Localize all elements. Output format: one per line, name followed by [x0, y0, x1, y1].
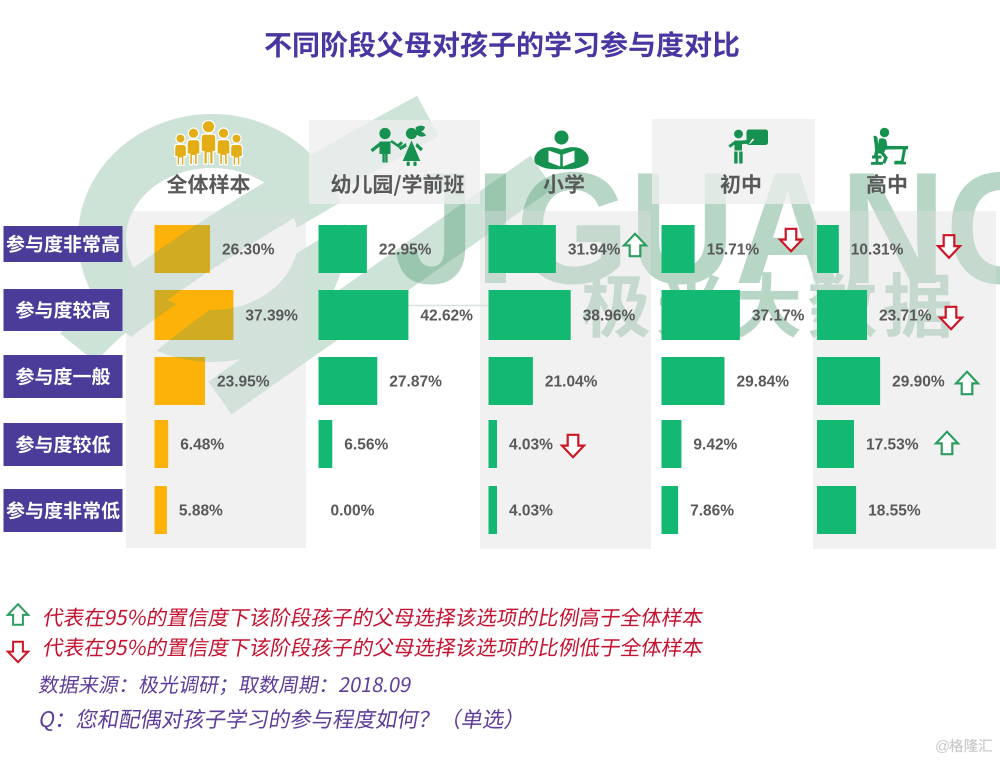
svg-text:21.04%: 21.04%	[545, 373, 598, 390]
svg-text:22.95%: 22.95%	[379, 241, 432, 258]
svg-text:15.71%: 15.71%	[707, 241, 760, 258]
svg-text:6.56%: 6.56%	[344, 436, 388, 453]
svg-text:37.17%: 37.17%	[752, 307, 805, 324]
svg-text:6.48%: 6.48%	[180, 436, 224, 453]
svg-text:18.55%: 18.55%	[868, 502, 921, 519]
svg-text:29.90%: 29.90%	[892, 373, 945, 390]
svg-text:31.94%: 31.94%	[568, 241, 621, 258]
svg-text:4.03%: 4.03%	[509, 436, 553, 453]
svg-text:17.53%: 17.53%	[866, 436, 919, 453]
svg-text:26.30%: 26.30%	[222, 241, 275, 258]
svg-text:23.71%: 23.71%	[879, 307, 932, 324]
svg-text:9.42%: 9.42%	[693, 436, 737, 453]
svg-text:0.00%: 0.00%	[331, 502, 375, 519]
svg-text:42.62%: 42.62%	[420, 307, 473, 324]
svg-text:23.95%: 23.95%	[217, 373, 270, 390]
svg-text:29.84%: 29.84%	[737, 373, 790, 390]
svg-text:7.86%: 7.86%	[690, 502, 734, 519]
svg-text:37.39%: 37.39%	[245, 307, 298, 324]
svg-text:27.87%: 27.87%	[389, 373, 442, 390]
svg-text:@: @	[935, 738, 950, 755]
svg-text:4.03%: 4.03%	[509, 502, 553, 519]
svg-text:5.88%: 5.88%	[179, 502, 223, 519]
svg-text:10.31%: 10.31%	[851, 241, 904, 258]
svg-text:38.96%: 38.96%	[583, 307, 636, 324]
